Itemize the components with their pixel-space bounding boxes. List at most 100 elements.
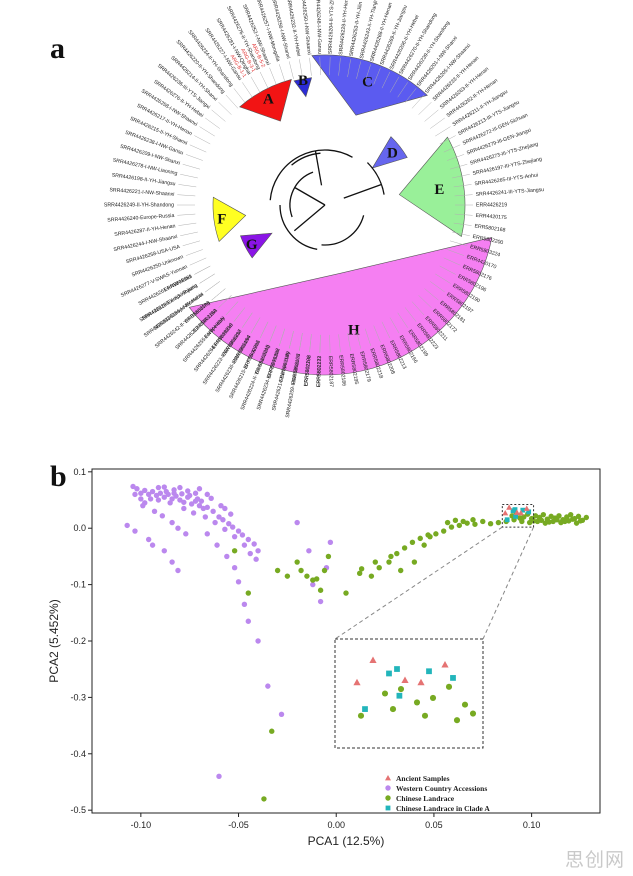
data-point	[216, 514, 222, 520]
clade-wedge-b	[293, 77, 313, 98]
leaf-branch	[364, 64, 371, 82]
leaf-branch	[381, 71, 391, 89]
y-tick-label: -0.4	[70, 749, 86, 759]
data-point	[245, 590, 252, 596]
leaf-branch	[242, 82, 253, 98]
leaf-branch	[447, 249, 465, 256]
data-point	[520, 507, 526, 513]
leaf-branch	[411, 94, 425, 109]
leaf-label: ERR5802168	[474, 223, 506, 233]
leaf-branch	[319, 57, 321, 76]
legend-label: Western Country Accessions	[396, 784, 487, 793]
tree-arc	[291, 152, 321, 166]
leaf-branch	[454, 213, 473, 216]
zoom-connector	[334, 526, 503, 640]
data-point	[452, 517, 459, 524]
data-point	[196, 486, 203, 492]
leaf-branch	[279, 328, 286, 346]
leaf-label: SRR4426248-I-NW-Gansu	[314, 0, 322, 54]
clade-label-b: B	[298, 73, 308, 89]
tree-branch	[294, 186, 326, 206]
leaf-branch	[225, 94, 239, 109]
data-point	[163, 488, 169, 495]
data-point	[198, 498, 205, 504]
leaf-branch	[250, 76, 261, 93]
data-point	[353, 678, 361, 686]
data-point	[376, 564, 382, 571]
clade-label-d: D	[387, 145, 398, 161]
leaf-branch	[397, 312, 408, 328]
leaf-branch	[178, 222, 197, 226]
leaf-branch	[389, 76, 400, 93]
data-point	[411, 559, 418, 565]
data-point	[147, 496, 154, 502]
data-point	[145, 491, 152, 498]
data-point	[212, 519, 218, 526]
data-point	[357, 712, 365, 719]
data-point	[153, 492, 160, 499]
data-point	[569, 516, 576, 522]
data-point	[269, 728, 275, 734]
data-point	[155, 484, 162, 491]
data-point	[487, 521, 494, 527]
leaf-label: ERR4420175	[475, 213, 507, 221]
data-point	[161, 494, 167, 500]
leaf-branch	[180, 231, 198, 237]
data-point	[456, 522, 463, 529]
x-tick-label: -0.05	[228, 820, 249, 830]
data-point	[228, 511, 234, 517]
leaf-branch	[404, 307, 417, 322]
tree-arc	[289, 171, 314, 218]
clade-wedge-c	[311, 54, 428, 116]
leaf-branch	[211, 288, 226, 301]
data-point	[151, 508, 158, 514]
data-point	[304, 573, 310, 579]
data-point	[169, 519, 175, 526]
leaf-label: ERR5802182	[303, 355, 312, 387]
data-point	[149, 488, 156, 495]
tree-arc	[279, 204, 318, 250]
data-point	[278, 711, 285, 718]
leaf-branch	[279, 64, 286, 82]
data-point	[204, 504, 210, 511]
clade-label-h: H	[348, 323, 360, 339]
leaf-branch	[452, 173, 470, 179]
data-point	[226, 521, 232, 527]
leaf-branch	[178, 184, 197, 188]
data-point	[229, 524, 236, 530]
data-point	[386, 670, 392, 677]
leaf-label: SRR4426265-III-YTS-Anhui	[474, 172, 538, 187]
y-tick-label: -0.5	[70, 805, 86, 815]
leaf-branch	[347, 59, 351, 78]
data-point	[562, 518, 568, 525]
leaf-branch	[404, 88, 417, 103]
leaf-branch	[418, 102, 432, 115]
leaf-label: SRR4426221-I-NW-Shaanxi	[109, 187, 174, 198]
data-point	[222, 505, 228, 512]
data-point	[521, 514, 527, 520]
leaf-branch	[182, 240, 201, 247]
data-point	[401, 676, 409, 684]
data-point	[231, 533, 238, 540]
data-point	[421, 712, 429, 719]
leaf-branch	[189, 257, 207, 266]
leaf-branch	[443, 144, 461, 153]
leaf-label: SRR4426241-III-YTS-Jiangsu	[475, 187, 544, 198]
data-point	[161, 484, 167, 490]
data-point	[175, 525, 181, 531]
leaf-branch	[447, 154, 465, 161]
data-point	[220, 517, 226, 523]
leaf-branch	[449, 163, 468, 170]
data-point	[159, 513, 166, 519]
leaf-label: SRR4426228-II-YH-Henan	[338, 0, 350, 55]
leaf-branch	[199, 126, 215, 137]
leaf-branch	[205, 281, 220, 293]
data-point	[310, 577, 316, 583]
data-point	[224, 553, 230, 560]
data-point	[343, 590, 349, 596]
data-point	[208, 495, 214, 502]
data-point	[142, 487, 148, 494]
data-point	[388, 553, 394, 560]
data-point	[504, 517, 510, 523]
data-point	[409, 539, 416, 546]
